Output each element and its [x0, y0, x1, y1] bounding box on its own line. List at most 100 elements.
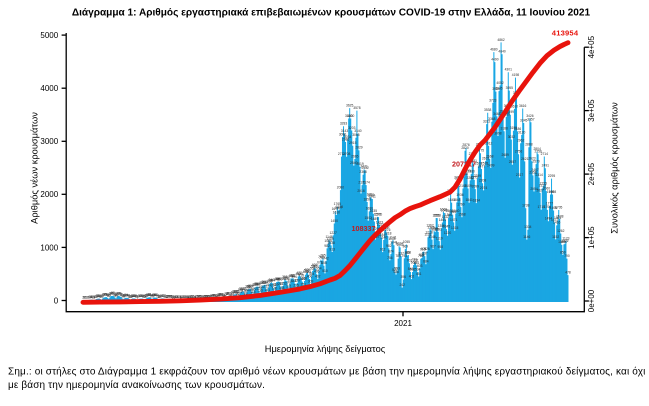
svg-text:24: 24	[196, 295, 200, 299]
svg-text:2499: 2499	[487, 163, 495, 167]
svg-text:2471: 2471	[360, 165, 368, 169]
svg-text:376: 376	[283, 276, 289, 280]
svg-text:472: 472	[296, 271, 302, 275]
svg-text:87: 87	[227, 291, 231, 295]
svg-text:18: 18	[184, 295, 188, 299]
svg-text:38: 38	[210, 294, 214, 298]
svg-text:220: 220	[248, 284, 254, 288]
svg-text:2756: 2756	[515, 150, 523, 154]
svg-text:84: 84	[117, 291, 121, 295]
svg-text:3322: 3322	[483, 120, 491, 124]
svg-text:485: 485	[303, 270, 309, 274]
svg-text:355: 355	[300, 277, 306, 281]
svg-text:1416: 1416	[553, 221, 561, 225]
svg-text:272: 272	[285, 281, 291, 285]
svg-text:30: 30	[206, 294, 210, 298]
svg-text:272: 272	[280, 281, 286, 285]
svg-text:1345: 1345	[443, 225, 451, 229]
svg-text:516: 516	[304, 269, 310, 273]
svg-text:3120: 3120	[518, 130, 526, 134]
svg-text:719: 719	[412, 258, 418, 262]
svg-text:4e+05: 4e+05	[587, 35, 596, 58]
svg-text:1292: 1292	[435, 227, 443, 231]
svg-text:73: 73	[224, 292, 228, 296]
svg-text:36: 36	[140, 294, 144, 298]
svg-text:1998: 1998	[547, 190, 555, 194]
svg-text:211: 211	[246, 285, 251, 289]
svg-text:357: 357	[276, 277, 282, 281]
svg-text:40: 40	[160, 294, 164, 298]
svg-text:208: 208	[245, 285, 251, 289]
svg-text:Αριθμός νέων κρουσμάτων: Αριθμός νέων κρουσμάτων	[30, 112, 40, 224]
svg-text:64: 64	[219, 293, 223, 297]
svg-text:148: 148	[244, 288, 250, 292]
svg-text:837: 837	[398, 251, 404, 255]
svg-text:43: 43	[213, 294, 217, 298]
svg-text:3e+05: 3e+05	[587, 99, 596, 122]
svg-text:25: 25	[199, 295, 203, 299]
svg-text:52: 52	[154, 293, 158, 297]
svg-text:1708: 1708	[544, 205, 552, 209]
svg-text:4680: 4680	[490, 47, 498, 51]
svg-text:19: 19	[183, 295, 187, 299]
svg-text:17: 17	[200, 295, 204, 299]
svg-text:Σημ.: οι στήλες στο Διάγραμμα: Σημ.: οι στήλες στο Διάγραμμα 1 εκφράζου…	[8, 366, 645, 378]
svg-text:1e+05: 1e+05	[587, 226, 596, 249]
svg-text:368: 368	[302, 276, 308, 280]
svg-text:1362: 1362	[426, 224, 434, 228]
svg-text:14: 14	[88, 295, 92, 299]
svg-text:3199: 3199	[510, 126, 518, 130]
svg-text:982: 982	[324, 244, 330, 248]
svg-text:47: 47	[106, 293, 110, 297]
svg-text:61: 61	[148, 293, 152, 297]
svg-text:1038: 1038	[327, 241, 335, 245]
svg-text:Συνολικός αριθμός κρουσμάτων: Συνολικός αριθμός κρουσμάτων	[610, 102, 620, 234]
svg-text:54: 54	[102, 293, 106, 297]
svg-text:1777: 1777	[546, 202, 554, 206]
svg-text:260: 260	[255, 282, 261, 286]
svg-text:32: 32	[138, 294, 142, 298]
svg-text:309: 309	[308, 280, 314, 284]
svg-text:1834: 1834	[473, 199, 481, 203]
svg-text:24: 24	[137, 295, 141, 299]
svg-text:52: 52	[223, 293, 227, 297]
svg-text:256: 256	[253, 282, 259, 286]
svg-text:83: 83	[109, 291, 113, 295]
svg-text:50: 50	[145, 293, 149, 297]
svg-text:29: 29	[205, 294, 209, 298]
svg-text:12: 12	[91, 295, 95, 299]
svg-text:1848: 1848	[453, 198, 461, 202]
svg-text:3188: 3188	[500, 127, 508, 131]
svg-text:849: 849	[405, 251, 411, 255]
svg-text:324: 324	[270, 279, 276, 283]
svg-text:29: 29	[203, 294, 207, 298]
svg-text:916: 916	[420, 247, 426, 251]
svg-text:1634: 1634	[446, 209, 454, 213]
svg-text:1072: 1072	[561, 239, 569, 243]
svg-text:20: 20	[174, 295, 178, 299]
svg-text:40: 40	[229, 294, 233, 298]
svg-text:2099: 2099	[472, 184, 480, 188]
svg-text:4301: 4301	[505, 68, 513, 72]
svg-text:2358: 2358	[529, 171, 537, 175]
svg-text:702: 702	[407, 259, 413, 263]
svg-text:1374: 1374	[377, 223, 385, 227]
svg-text:28: 28	[156, 294, 160, 298]
svg-text:65: 65	[119, 292, 123, 296]
svg-text:3723: 3723	[489, 98, 497, 102]
svg-text:44: 44	[212, 294, 216, 298]
svg-text:33: 33	[96, 294, 100, 298]
svg-text:1262: 1262	[557, 229, 565, 233]
svg-text:3368: 3368	[488, 117, 496, 121]
svg-text:454: 454	[309, 272, 315, 276]
svg-text:75: 75	[118, 292, 122, 296]
svg-text:1635: 1635	[370, 209, 378, 213]
svg-text:1450: 1450	[331, 219, 339, 223]
svg-text:1288: 1288	[431, 228, 439, 232]
svg-text:2173: 2173	[358, 181, 366, 185]
svg-text:2000: 2000	[40, 190, 58, 199]
svg-text:1184: 1184	[378, 233, 385, 237]
svg-text:2021: 2021	[394, 319, 412, 328]
svg-text:39: 39	[114, 294, 118, 298]
svg-text:28: 28	[95, 294, 99, 298]
